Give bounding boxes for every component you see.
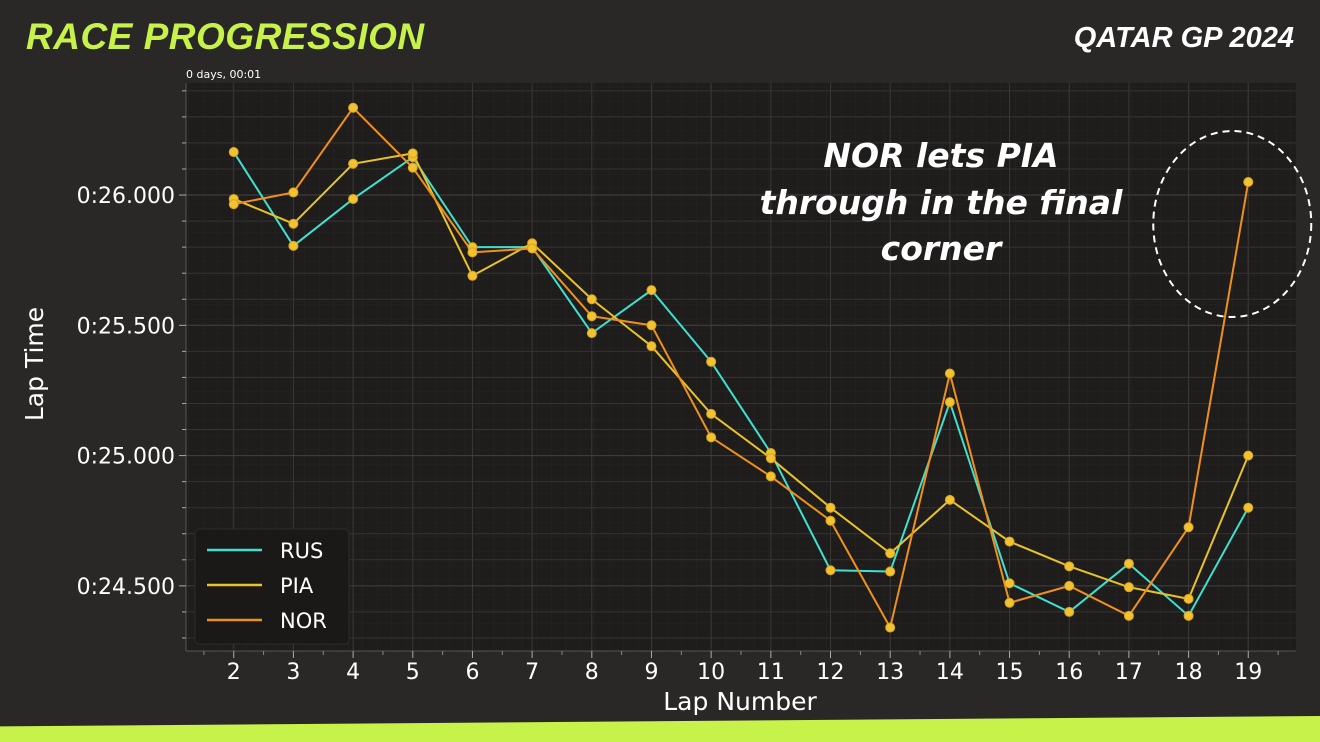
point-nor (944, 368, 955, 379)
point-pia (765, 453, 776, 464)
x-tick-label: 2 (227, 660, 241, 685)
point-rus (1123, 558, 1134, 569)
x-axis-label: Lap Number (663, 687, 817, 716)
point-nor (288, 187, 299, 198)
point-nor (1004, 597, 1015, 608)
series-line-pia (233, 152, 1250, 601)
annotation-text-line: NOR lets PIA (823, 136, 1058, 175)
point-nor (586, 311, 597, 322)
series-line-rus (232, 151, 1250, 618)
x-tick-label: 17 (1115, 660, 1143, 685)
point-nor (1183, 522, 1194, 533)
point-rus (348, 193, 359, 204)
point-rus (228, 147, 239, 158)
point-pia (1123, 582, 1134, 593)
y-tick-label: 0:24.500 (77, 575, 175, 600)
point-rus (825, 565, 836, 576)
y-axis-label: Lap Time (20, 307, 49, 421)
plot-minor-grid (186, 83, 1296, 651)
x-tick-label: 8 (585, 660, 599, 685)
annotation-text-line: corner (881, 229, 1003, 268)
annotation-layer: NOR lets PIA through in the final corner (760, 130, 1313, 319)
point-pia (288, 218, 299, 229)
y-tick-label: 0:26.000 (77, 184, 175, 209)
point-nor (407, 162, 418, 173)
point-nor (1064, 580, 1075, 591)
point-pia (1064, 561, 1075, 572)
point-pia (944, 494, 955, 505)
point-nor (527, 243, 538, 254)
point-rus (646, 285, 657, 296)
x-tick-label: 3 (286, 660, 300, 685)
x-tick-label: 7 (525, 660, 539, 685)
x-tick-label: 18 (1175, 660, 1203, 685)
point-rus (586, 328, 597, 339)
point-nor (765, 471, 776, 482)
point-pia (1183, 593, 1194, 604)
point-pia (825, 502, 836, 513)
axis-offset-label: 0 days, 00:01 (186, 68, 261, 81)
point-nor (1243, 177, 1254, 188)
point-pia (885, 548, 896, 559)
point-rus (1004, 578, 1015, 589)
annotation-text-line: through in the final (760, 183, 1123, 222)
point-pia (467, 270, 478, 281)
point-nor (646, 320, 657, 331)
x-tick-label: 14 (936, 660, 964, 685)
point-pia (706, 408, 717, 419)
x-tick-label: 10 (697, 660, 725, 685)
series-layer (228, 102, 1254, 633)
point-pia (1004, 536, 1015, 547)
legend-label-nor: NOR (280, 609, 327, 633)
point-nor (1123, 610, 1134, 621)
legend-label-rus: RUS (280, 539, 323, 563)
point-pia (1243, 450, 1254, 461)
point-rus (1064, 606, 1075, 617)
legend-label-pia: PIA (280, 574, 314, 598)
series-line-nor (233, 106, 1250, 631)
x-tick-label: 15 (996, 660, 1024, 685)
point-nor (706, 432, 717, 443)
x-tick-label: 19 (1234, 660, 1262, 685)
x-tick-label: 9 (644, 660, 658, 685)
point-nor (825, 515, 836, 526)
point-nor (348, 102, 359, 113)
legend-box (194, 528, 350, 645)
point-nor (467, 247, 478, 258)
y-tick-label: 0:25.500 (77, 314, 175, 339)
y-tick-label: 0:25.000 (77, 445, 175, 470)
legend: RUS PIA NOR (194, 528, 350, 645)
point-nor (885, 622, 896, 633)
page-title: RACE PROGRESSION (26, 16, 425, 57)
point-rus (288, 240, 299, 251)
x-tick-label: 12 (817, 660, 845, 685)
x-tick-label: 11 (757, 660, 785, 685)
axes-layer: 0:24.500 0:25.000 0:25.500 0:26.000 2 3 4 5 6 7 8 9… (20, 68, 1296, 716)
point-rus (1243, 502, 1254, 513)
point-pia (586, 294, 597, 305)
x-tick-label: 13 (876, 660, 904, 685)
point-pia (348, 158, 359, 169)
x-tick-label: 5 (406, 660, 420, 685)
x-tick-label: 16 (1055, 660, 1083, 685)
point-rus (944, 397, 955, 408)
x-tick-label: 4 (346, 660, 360, 685)
point-rus (885, 566, 896, 577)
annotation-highlight-circle (1152, 130, 1313, 319)
point-rus (706, 356, 717, 367)
point-rus (1183, 610, 1194, 621)
x-tick-label: 6 (465, 660, 479, 685)
event-name: QATAR GP 2024 (1073, 22, 1294, 54)
point-nor (228, 199, 239, 210)
point-pia (407, 148, 418, 159)
point-pia (646, 341, 657, 352)
